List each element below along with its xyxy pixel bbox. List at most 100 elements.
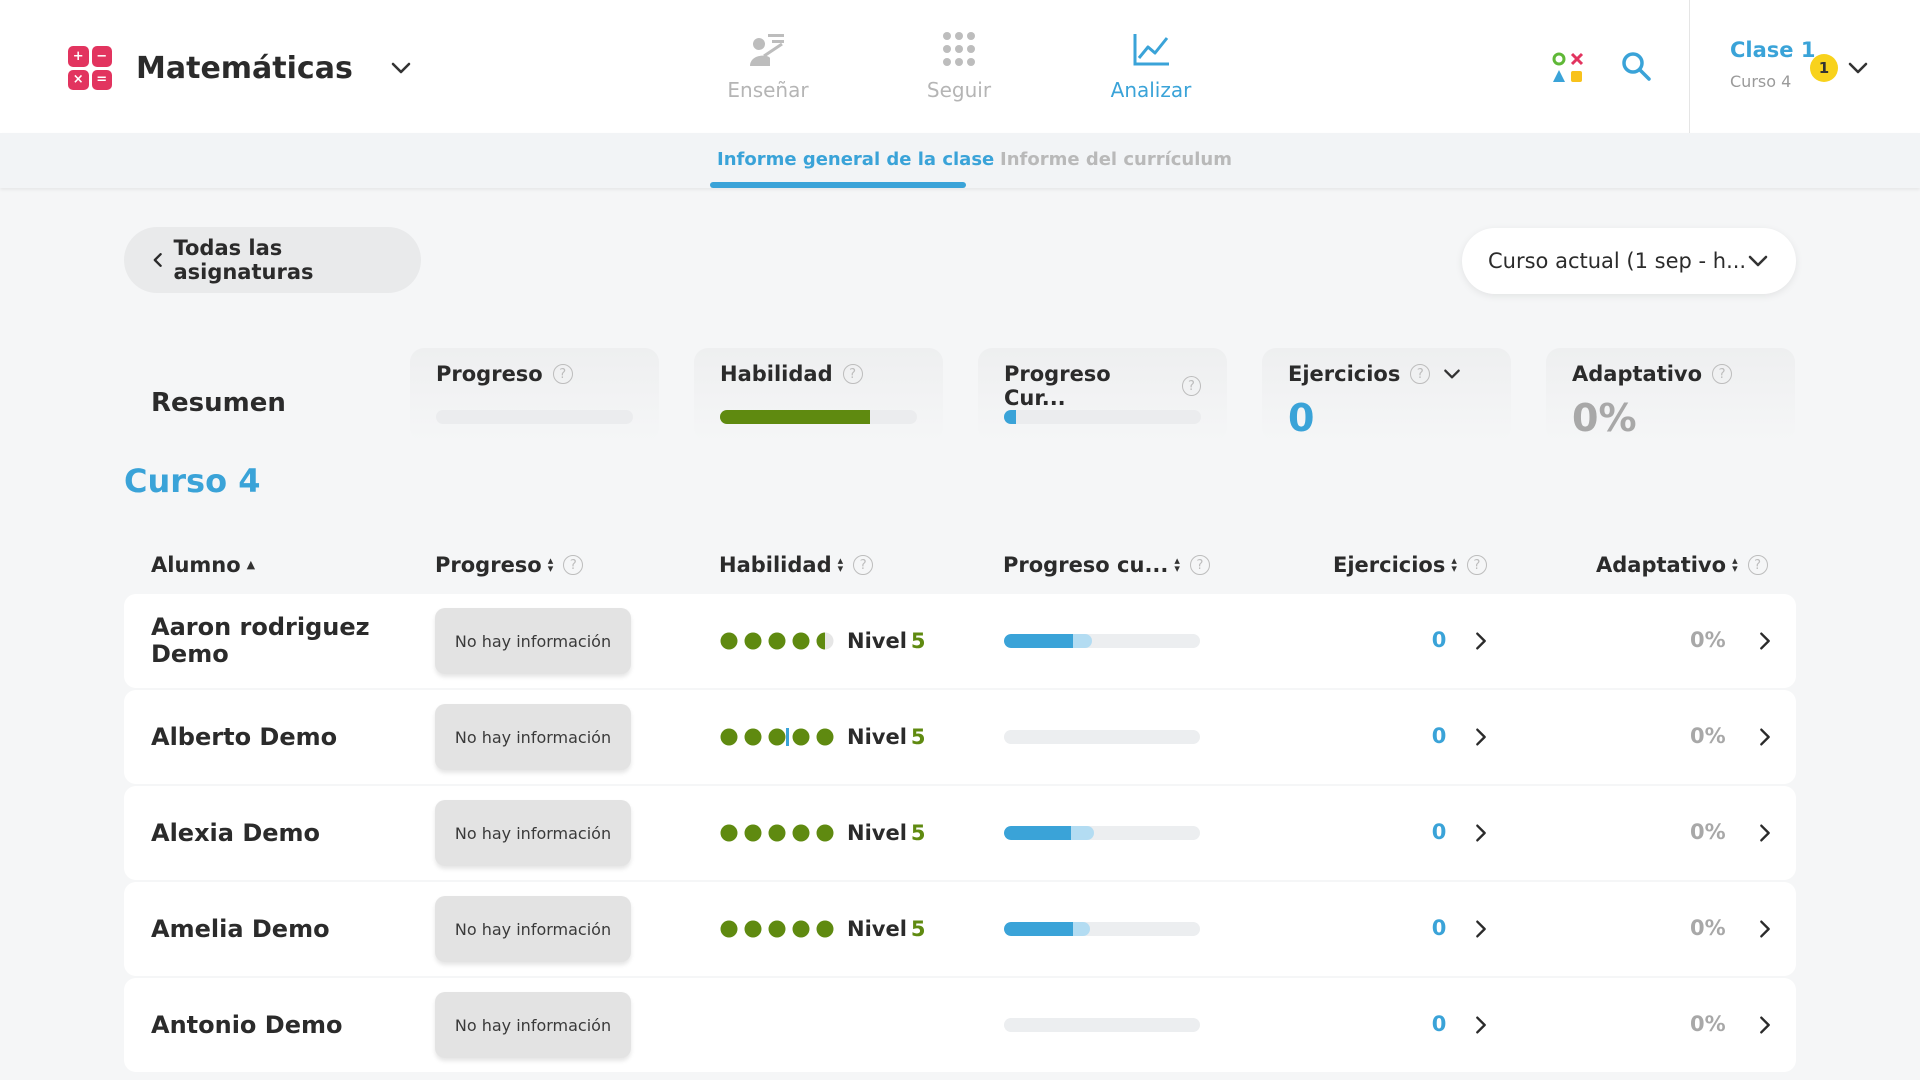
student-name[interactable]: Alberto Demo (151, 723, 338, 751)
column-progress[interactable]: Progreso ▴ ▾? (435, 553, 584, 577)
skill-dot (744, 728, 762, 746)
exercises-count[interactable]: 0 (1431, 628, 1447, 652)
summary-adaptive-value: 0% (1572, 396, 1637, 440)
summary-card-exercises: Ejercicios? 0 (1262, 348, 1511, 442)
skill-dot (768, 824, 786, 842)
table-row[interactable]: Alberto Demo No hay información Nivel 5 0 0% (124, 690, 1796, 784)
summary-curriculum-label: Progreso Cur... (1004, 362, 1111, 410)
help-icon[interactable]: ? (842, 364, 863, 384)
search-icon[interactable] (1620, 50, 1652, 82)
exercises-count[interactable]: 0 (1431, 1012, 1447, 1036)
skill-dot (816, 728, 834, 746)
curriculum-progress-bar (1004, 634, 1200, 648)
class-course: Curso 4 (1730, 72, 1792, 91)
tab-curriculum-report[interactable]: Informe del currículum (1000, 149, 1232, 170)
help-icon[interactable]: ? (1466, 555, 1487, 575)
help-icon[interactable]: ? (1181, 376, 1201, 396)
period-label: Curso actual (1 sep - h... (1488, 249, 1747, 273)
summary-title: Resumen (151, 388, 286, 418)
student-name[interactable]: Aaron rodriguez Demo (151, 613, 370, 668)
summary-skill-label: Habilidad (720, 362, 833, 386)
column-exercises[interactable]: Ejercicios ▴ ▾? (1333, 553, 1487, 577)
tab-class-overview[interactable]: Informe general de la clase (717, 149, 995, 170)
help-icon[interactable]: ? (563, 555, 584, 575)
skill-level: Nivel 5 (847, 917, 926, 941)
help-icon[interactable]: ? (1189, 555, 1210, 575)
skill-dot (792, 632, 810, 650)
course-heading: Curso 4 (124, 462, 261, 500)
skill-level: Nivel 5 (847, 629, 926, 653)
student-name[interactable]: Amelia Demo (151, 915, 330, 943)
sort-icon: ▴ ▾ (837, 554, 844, 575)
nav-follow[interactable]: Seguir (884, 30, 1034, 102)
sort-icon: ▴ ▾ (1174, 554, 1180, 575)
chevron-left-icon (153, 253, 162, 267)
subject-selector[interactable]: + − × = Matemáticas (68, 46, 413, 90)
help-icon[interactable]: ? (552, 364, 573, 384)
dots-grid-icon (943, 32, 975, 66)
help-icon[interactable]: ? (1410, 364, 1431, 384)
skill-dot (744, 632, 762, 650)
column-student[interactable]: Alumno ▲ (151, 553, 256, 577)
chevron-right-icon[interactable] (1470, 726, 1492, 748)
subject-title: Matemáticas (136, 50, 353, 86)
chevron-down-icon[interactable] (1442, 364, 1462, 384)
exercises-count[interactable]: 0 (1431, 820, 1447, 844)
nav-analyze[interactable]: Analizar (1076, 30, 1226, 102)
summary-curriculum-bar (1004, 410, 1201, 424)
skill-dot (816, 920, 834, 938)
adaptive-value: 0% (1690, 916, 1726, 940)
summary-progress-label: Progreso (436, 362, 543, 386)
summary-card-progress: Progreso? (410, 348, 659, 442)
column-adaptive[interactable]: Adaptativo ▴ ▾? (1596, 553, 1768, 577)
help-icon[interactable]: ? (1712, 364, 1733, 384)
class-name: Clase 1 (1730, 38, 1816, 62)
table-row[interactable]: Alexia Demo No hay información Nivel 5 0 0% (124, 786, 1796, 880)
chevron-right-icon[interactable] (1754, 822, 1776, 844)
skill-dot (768, 632, 786, 650)
skill-dot (720, 920, 738, 938)
chevron-right-icon[interactable] (1754, 726, 1776, 748)
skill-dot (720, 824, 738, 842)
chevron-down-icon[interactable] (389, 56, 413, 80)
summary-adaptive-label: Adaptativo (1572, 362, 1703, 386)
chevron-right-icon[interactable] (1470, 1014, 1492, 1036)
report-tabs: Informe general de la clase Informe del … (0, 133, 1920, 188)
chevron-right-icon[interactable] (1470, 630, 1492, 652)
back-all-subjects-button[interactable]: Todas las asignaturas (124, 227, 421, 293)
chevron-down-icon[interactable] (1846, 56, 1870, 80)
app-shapes-icon[interactable] (1552, 52, 1584, 84)
table-row[interactable]: Amelia Demo No hay información Nivel 5 0 0% (124, 882, 1796, 976)
progress-no-info: No hay información (435, 800, 631, 866)
skill-dot (792, 824, 810, 842)
header-divider (1689, 0, 1690, 133)
help-icon[interactable]: ? (853, 555, 874, 575)
class-selector[interactable]: Clase 1 Curso 4 (1730, 38, 1815, 91)
adaptive-value: 0% (1690, 820, 1726, 844)
exercises-count[interactable]: 0 (1431, 916, 1447, 940)
column-skill[interactable]: Habilidad ▴ ▾? (719, 553, 874, 577)
column-curriculum-progress[interactable]: Progreso cu... ▴ ▾? (1003, 553, 1210, 577)
exercises-count[interactable]: 0 (1431, 724, 1447, 748)
adaptive-value: 0% (1690, 724, 1726, 748)
chevron-right-icon[interactable] (1754, 918, 1776, 940)
skill-dots (720, 728, 834, 746)
chevron-right-icon[interactable] (1470, 822, 1492, 844)
student-name[interactable]: Antonio Demo (151, 1011, 343, 1039)
period-selector[interactable]: Curso actual (1 sep - h... (1462, 228, 1796, 294)
math-logo-icon: + − × = (68, 46, 112, 90)
table-row[interactable]: Antonio Demo No hay información 0 0% (124, 978, 1796, 1072)
chevron-right-icon[interactable] (1470, 918, 1492, 940)
sort-icon: ▴ ▾ (547, 554, 554, 575)
skill-dot (720, 632, 738, 650)
nav-teach[interactable]: Enseñar (693, 30, 843, 102)
help-icon[interactable]: ? (1747, 555, 1768, 575)
skill-dot (792, 920, 810, 938)
table-row[interactable]: Aaron rodriguez Demo No hay información Niv… (124, 594, 1796, 688)
summary-skill-bar (720, 410, 917, 424)
student-name[interactable]: Alexia Demo (151, 819, 321, 847)
curriculum-progress-bar (1004, 922, 1200, 936)
active-tab-indicator (710, 182, 966, 188)
chevron-right-icon[interactable] (1754, 1014, 1776, 1036)
chevron-right-icon[interactable] (1754, 630, 1776, 652)
